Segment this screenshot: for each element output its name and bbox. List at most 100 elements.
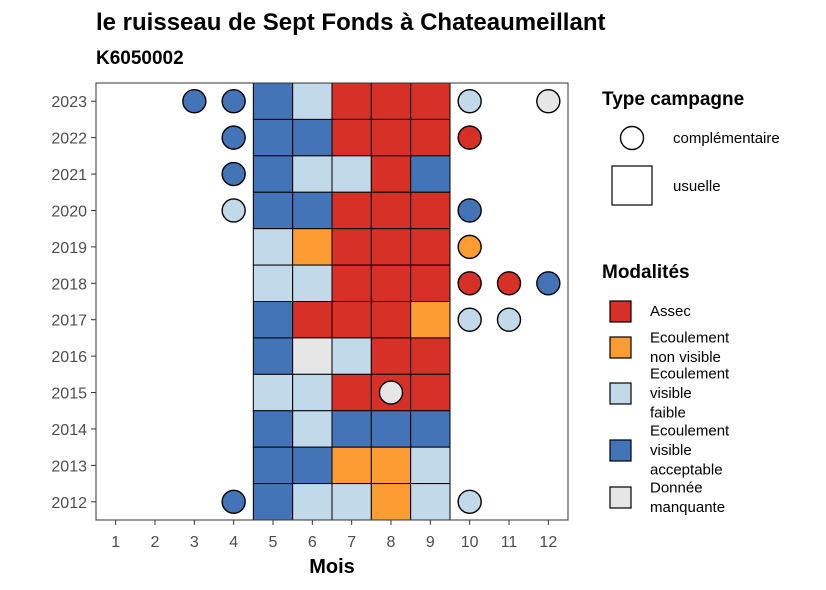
usuelle-cell [252, 155, 294, 193]
y-axis: 2023 2022 2021 2020 2019 2018 2017 2016 2015 2014… [51, 94, 96, 512]
usuelle-cell [370, 446, 412, 485]
legend-modalites-title: Modalités [602, 262, 690, 283]
plot-border [95, 82, 569, 521]
legend-modalite-label: faible [650, 405, 686, 422]
chart-title: le ruisseau de Sept Fonds à Chateaumeill… [96, 9, 605, 36]
legend-campagne-title: Type campagne [602, 89, 744, 110]
legend-swatch [609, 439, 632, 462]
usuelle-cell [370, 191, 412, 230]
x-tick-label: 6 [308, 534, 317, 551]
y-tick-label: 2012 [51, 495, 87, 512]
usuelle-cell [331, 337, 372, 375]
complementaire-dot [536, 89, 561, 114]
complementaire-dot [221, 198, 246, 223]
legend-modalite-label: non visible [650, 349, 721, 366]
complementaire-dot [378, 380, 404, 405]
legend-campagne-label: usuelle [673, 178, 721, 195]
x-tick-label: 12 [539, 534, 557, 551]
complementaire-dot [457, 489, 482, 514]
legend-swatch [609, 486, 632, 509]
usuelle-cell [292, 264, 333, 303]
complementaire-dot [457, 271, 482, 296]
complementaire-dot [221, 489, 246, 514]
complementaire-dot [536, 271, 561, 296]
usuelle-cell [252, 228, 294, 266]
legend-circle-symbol [619, 125, 645, 151]
usuelle-cell [331, 410, 372, 448]
legend-modalite-label: Donnée [650, 479, 703, 496]
usuelle-cell [331, 373, 372, 412]
legend-swatch [609, 336, 632, 359]
usuelle-cell [370, 410, 412, 448]
legend-modalite-label: Ecoulement [650, 366, 730, 383]
usuelle-cell [292, 118, 333, 157]
usuelle-cell [292, 155, 333, 193]
usuelle-cell [370, 228, 412, 266]
usuelle-cell [292, 483, 333, 521]
complementaire-dot [496, 307, 522, 332]
usuelle-cell [331, 446, 372, 485]
legend-swatch [609, 382, 632, 405]
x-tick-label: 2 [151, 534, 160, 551]
y-tick-label: 2016 [51, 349, 87, 366]
usuelle-cell [370, 118, 412, 157]
usuelle-cell [252, 446, 294, 485]
usuelle-cell [252, 337, 294, 375]
legend-square-symbol [611, 165, 653, 206]
y-tick-label: 2023 [51, 94, 87, 111]
usuelle-cell [292, 228, 333, 266]
usuelle-cell [331, 228, 372, 266]
usuelle-cell [410, 373, 451, 412]
complementaire-dots [182, 89, 561, 514]
legend-modalite-label: Assec [650, 303, 691, 320]
x-tick-label: 1 [111, 534, 120, 551]
legend-modalite-label: Ecoulement [650, 423, 730, 440]
usuelle-cell [292, 337, 333, 375]
usuelle-cell [331, 155, 372, 193]
complementaire-dot [457, 125, 482, 150]
usuelle-cell [410, 191, 451, 230]
legend-swatch [609, 300, 632, 323]
usuelle-cell [331, 301, 372, 339]
usuelle-cell [331, 82, 372, 120]
usuelle-cell [410, 155, 451, 193]
usuelle-cell [410, 82, 451, 120]
x-tick-label: 9 [426, 534, 435, 551]
usuelle-cell [410, 410, 451, 448]
usuelle-cell [252, 373, 294, 412]
y-tick-label: 2017 [51, 313, 87, 330]
usuelle-cell [331, 264, 372, 303]
usuelle-cell [410, 446, 451, 485]
complementaire-dot [457, 198, 482, 223]
x-tick-label: 8 [387, 534, 396, 551]
usuelle-cell [292, 410, 333, 448]
usuelle-cell [252, 301, 294, 339]
usuelle-cell [252, 264, 294, 303]
chart-subtitle: K6050002 [96, 48, 184, 69]
usuelle-cell [331, 191, 372, 230]
usuelle-cell [252, 82, 294, 120]
usuelle-cell [370, 483, 412, 521]
x-tick-label: 10 [461, 534, 479, 551]
usuelle-cell [410, 118, 451, 157]
complementaire-dot [457, 234, 482, 260]
y-tick-label: 2022 [51, 131, 87, 148]
usuelle-cell [252, 191, 294, 230]
usuelle-cell [292, 373, 333, 412]
complementaire-dot [221, 125, 246, 150]
usuelle-cell [292, 82, 333, 120]
x-tick-label: 5 [269, 534, 278, 551]
y-tick-label: 2018 [51, 276, 87, 293]
complementaire-dot [496, 271, 522, 296]
usuelle-cell [410, 228, 451, 266]
x-tick-label: 11 [501, 534, 518, 551]
usuelle-cell [410, 337, 451, 375]
usuelle-cell [252, 410, 294, 448]
usuelle-cell [331, 118, 372, 157]
usuelle-cell [292, 446, 333, 485]
usuelle-cell [410, 264, 451, 303]
y-tick-label: 2015 [51, 386, 87, 403]
y-tick-label: 2019 [51, 240, 87, 257]
x-tick-label: 7 [347, 534, 356, 551]
